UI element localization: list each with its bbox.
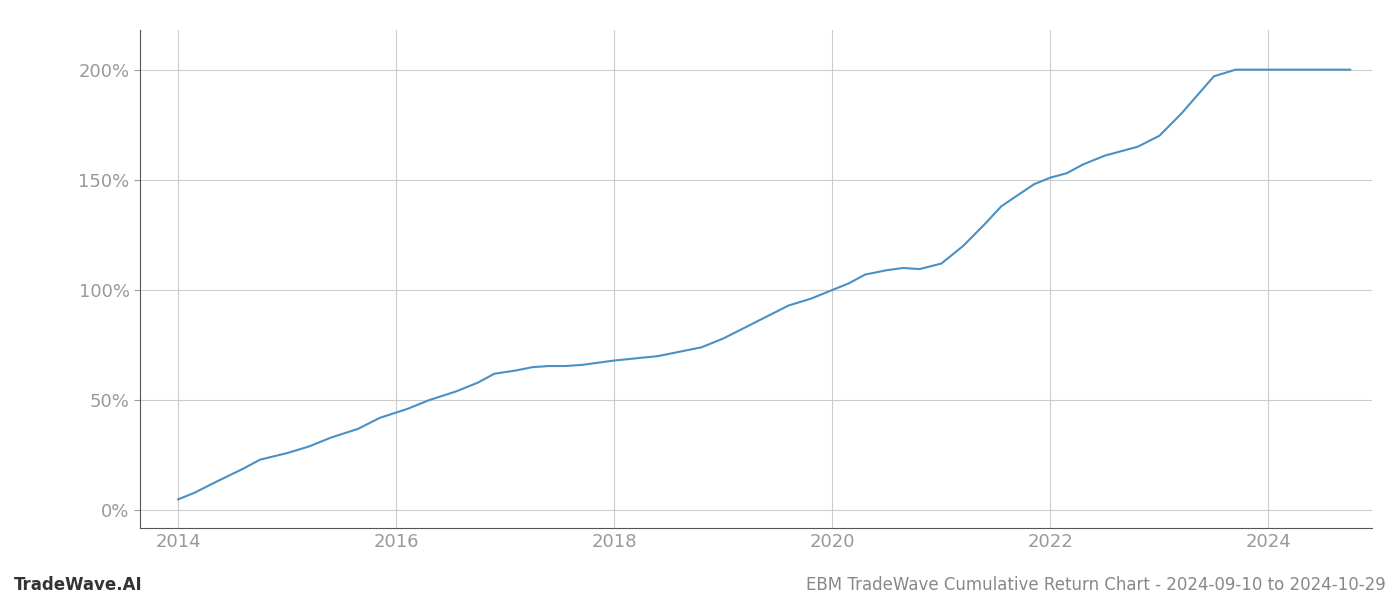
Text: TradeWave.AI: TradeWave.AI	[14, 576, 143, 594]
Text: EBM TradeWave Cumulative Return Chart - 2024-09-10 to 2024-10-29: EBM TradeWave Cumulative Return Chart - …	[806, 576, 1386, 594]
